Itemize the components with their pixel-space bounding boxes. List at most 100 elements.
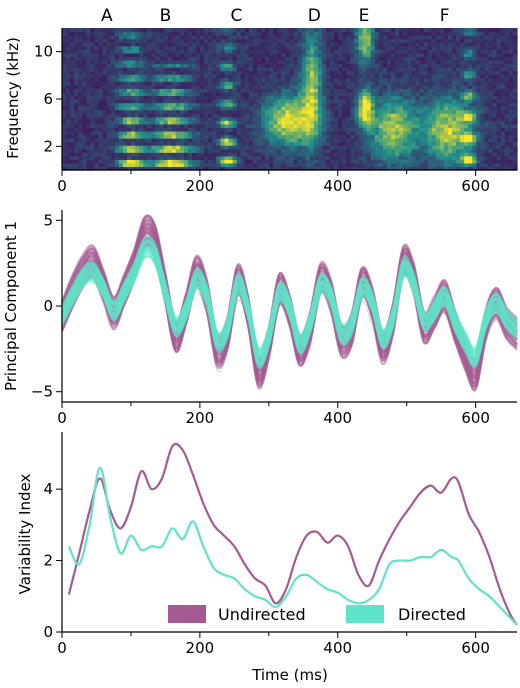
spectrogram-cell: [382, 42, 388, 47]
spectrogram-cell: [62, 130, 67, 136]
spectrogram-cell: [127, 162, 132, 168]
spectrogram-cell: [236, 152, 242, 157]
spectrogram-cell: [460, 99, 465, 104]
spectrogram-cell: [175, 70, 181, 75]
spectrogram-cell: [127, 88, 132, 93]
spectrogram-cell: [252, 84, 258, 89]
spectrogram-cell: [512, 102, 518, 107]
spectrogram-cell: [334, 88, 339, 93]
spectrogram-cell: [98, 123, 104, 128]
spectrogram-cell: [167, 148, 173, 153]
spectrogram-cell: [427, 88, 433, 93]
spectrogram-cell: [508, 84, 514, 89]
spectrogram-cell: [496, 63, 502, 68]
spectrogram-cell: [354, 74, 360, 79]
spectrogram-cell: [281, 109, 287, 114]
spectrogram-cell: [248, 148, 254, 153]
spectrogram-cell: [342, 28, 347, 33]
spectrogram-cell: [305, 49, 311, 54]
spectrogram-cell: [456, 99, 461, 104]
spectrogram-cell: [232, 67, 238, 72]
spectrogram-cell: [135, 31, 140, 36]
spectrogram-cell: [391, 81, 396, 86]
spectrogram-cell: [94, 35, 100, 40]
spectrogram-cell: [435, 99, 441, 104]
spectrogram-cell: [70, 106, 75, 111]
spectrogram-cell: [70, 95, 75, 100]
spectrogram-cell: [86, 70, 92, 75]
spectrogram-cell: [370, 91, 376, 97]
spectrogram-cell: [102, 152, 108, 157]
spectrogram-y-tick-label: 6: [43, 90, 53, 108]
spectrogram-cell: [70, 155, 75, 160]
spectrogram-cell: [488, 63, 494, 68]
spectrogram-cell: [200, 120, 205, 125]
spectrogram-cell: [273, 134, 278, 139]
spectrogram-cell: [366, 67, 372, 72]
spectrogram-cell: [257, 134, 262, 139]
spectrogram-cell: [362, 77, 368, 82]
spectrogram-cell: [330, 74, 335, 79]
spectrogram-cell: [362, 109, 368, 114]
spectrogram-cell: [74, 138, 79, 143]
syllable-label-c: C: [230, 6, 242, 26]
spectrogram-cell: [443, 56, 449, 61]
spectrogram-cell: [500, 109, 506, 114]
spectrogram-cell: [293, 74, 299, 79]
spectrogram-cell: [431, 120, 437, 125]
spectrogram-cell: [183, 130, 189, 136]
spectrogram-cell: [358, 138, 364, 143]
spectrogram-cell: [265, 91, 270, 97]
spectrogram-cell: [240, 120, 246, 125]
spectrogram-cell: [374, 138, 380, 143]
spectrogram-cell: [139, 63, 144, 68]
spectrogram-cell: [350, 59, 356, 65]
spectrogram-cell: [395, 67, 400, 72]
spectrogram-cell: [277, 42, 282, 47]
spectrogram-cell: [163, 148, 169, 153]
spectrogram-cell: [395, 63, 400, 68]
spectrogram-cell: [240, 127, 246, 132]
spectrogram-cell: [220, 145, 226, 150]
variability-x-tick-label: 200: [186, 639, 215, 657]
spectrogram-cell: [387, 138, 392, 143]
spectrogram-cell: [220, 127, 226, 132]
spectrogram-cell: [378, 38, 384, 43]
spectrogram-cell: [399, 91, 404, 97]
spectrogram-cell: [382, 99, 388, 104]
spectrogram-cell: [277, 116, 282, 121]
spectrogram-cell: [350, 84, 356, 89]
spectrogram-cell: [456, 134, 461, 139]
spectrogram-cell: [391, 102, 396, 107]
spectrogram-cell: [297, 28, 303, 33]
spectrogram-cell: [338, 145, 343, 150]
spectrogram-cell: [504, 63, 510, 68]
spectrogram-cell: [277, 70, 282, 75]
spectrogram-cell: [257, 91, 262, 97]
spectrogram-cell: [488, 138, 494, 143]
spectrogram-cell: [439, 166, 445, 171]
spectrogram-cell: [301, 31, 307, 36]
spectrogram-cell: [232, 74, 238, 79]
spectrogram-cell: [480, 52, 486, 57]
spectrogram-cell: [86, 95, 92, 100]
spectrogram-cell: [391, 116, 396, 121]
spectrogram-cell: [232, 49, 238, 54]
spectrogram-cell: [212, 162, 217, 168]
spectrogram-cell: [468, 106, 473, 111]
spectrogram-cell: [500, 84, 506, 89]
spectrogram-cell: [439, 155, 445, 160]
spectrogram-cell: [362, 59, 368, 65]
spectrogram-cell: [391, 74, 396, 79]
spectrogram-cell: [484, 102, 490, 107]
spectrogram-cell: [370, 42, 376, 47]
spectrogram-cell: [472, 49, 477, 54]
spectrogram-cell: [326, 91, 331, 97]
spectrogram-cell: [289, 63, 295, 68]
spectrogram-cell: [309, 166, 315, 171]
spectrogram-cell: [163, 113, 169, 118]
spectrogram-cell: [208, 42, 213, 47]
spectrogram-cell: [488, 42, 494, 47]
spectrogram-cell: [305, 84, 311, 89]
spectrogram-cell: [476, 52, 482, 57]
